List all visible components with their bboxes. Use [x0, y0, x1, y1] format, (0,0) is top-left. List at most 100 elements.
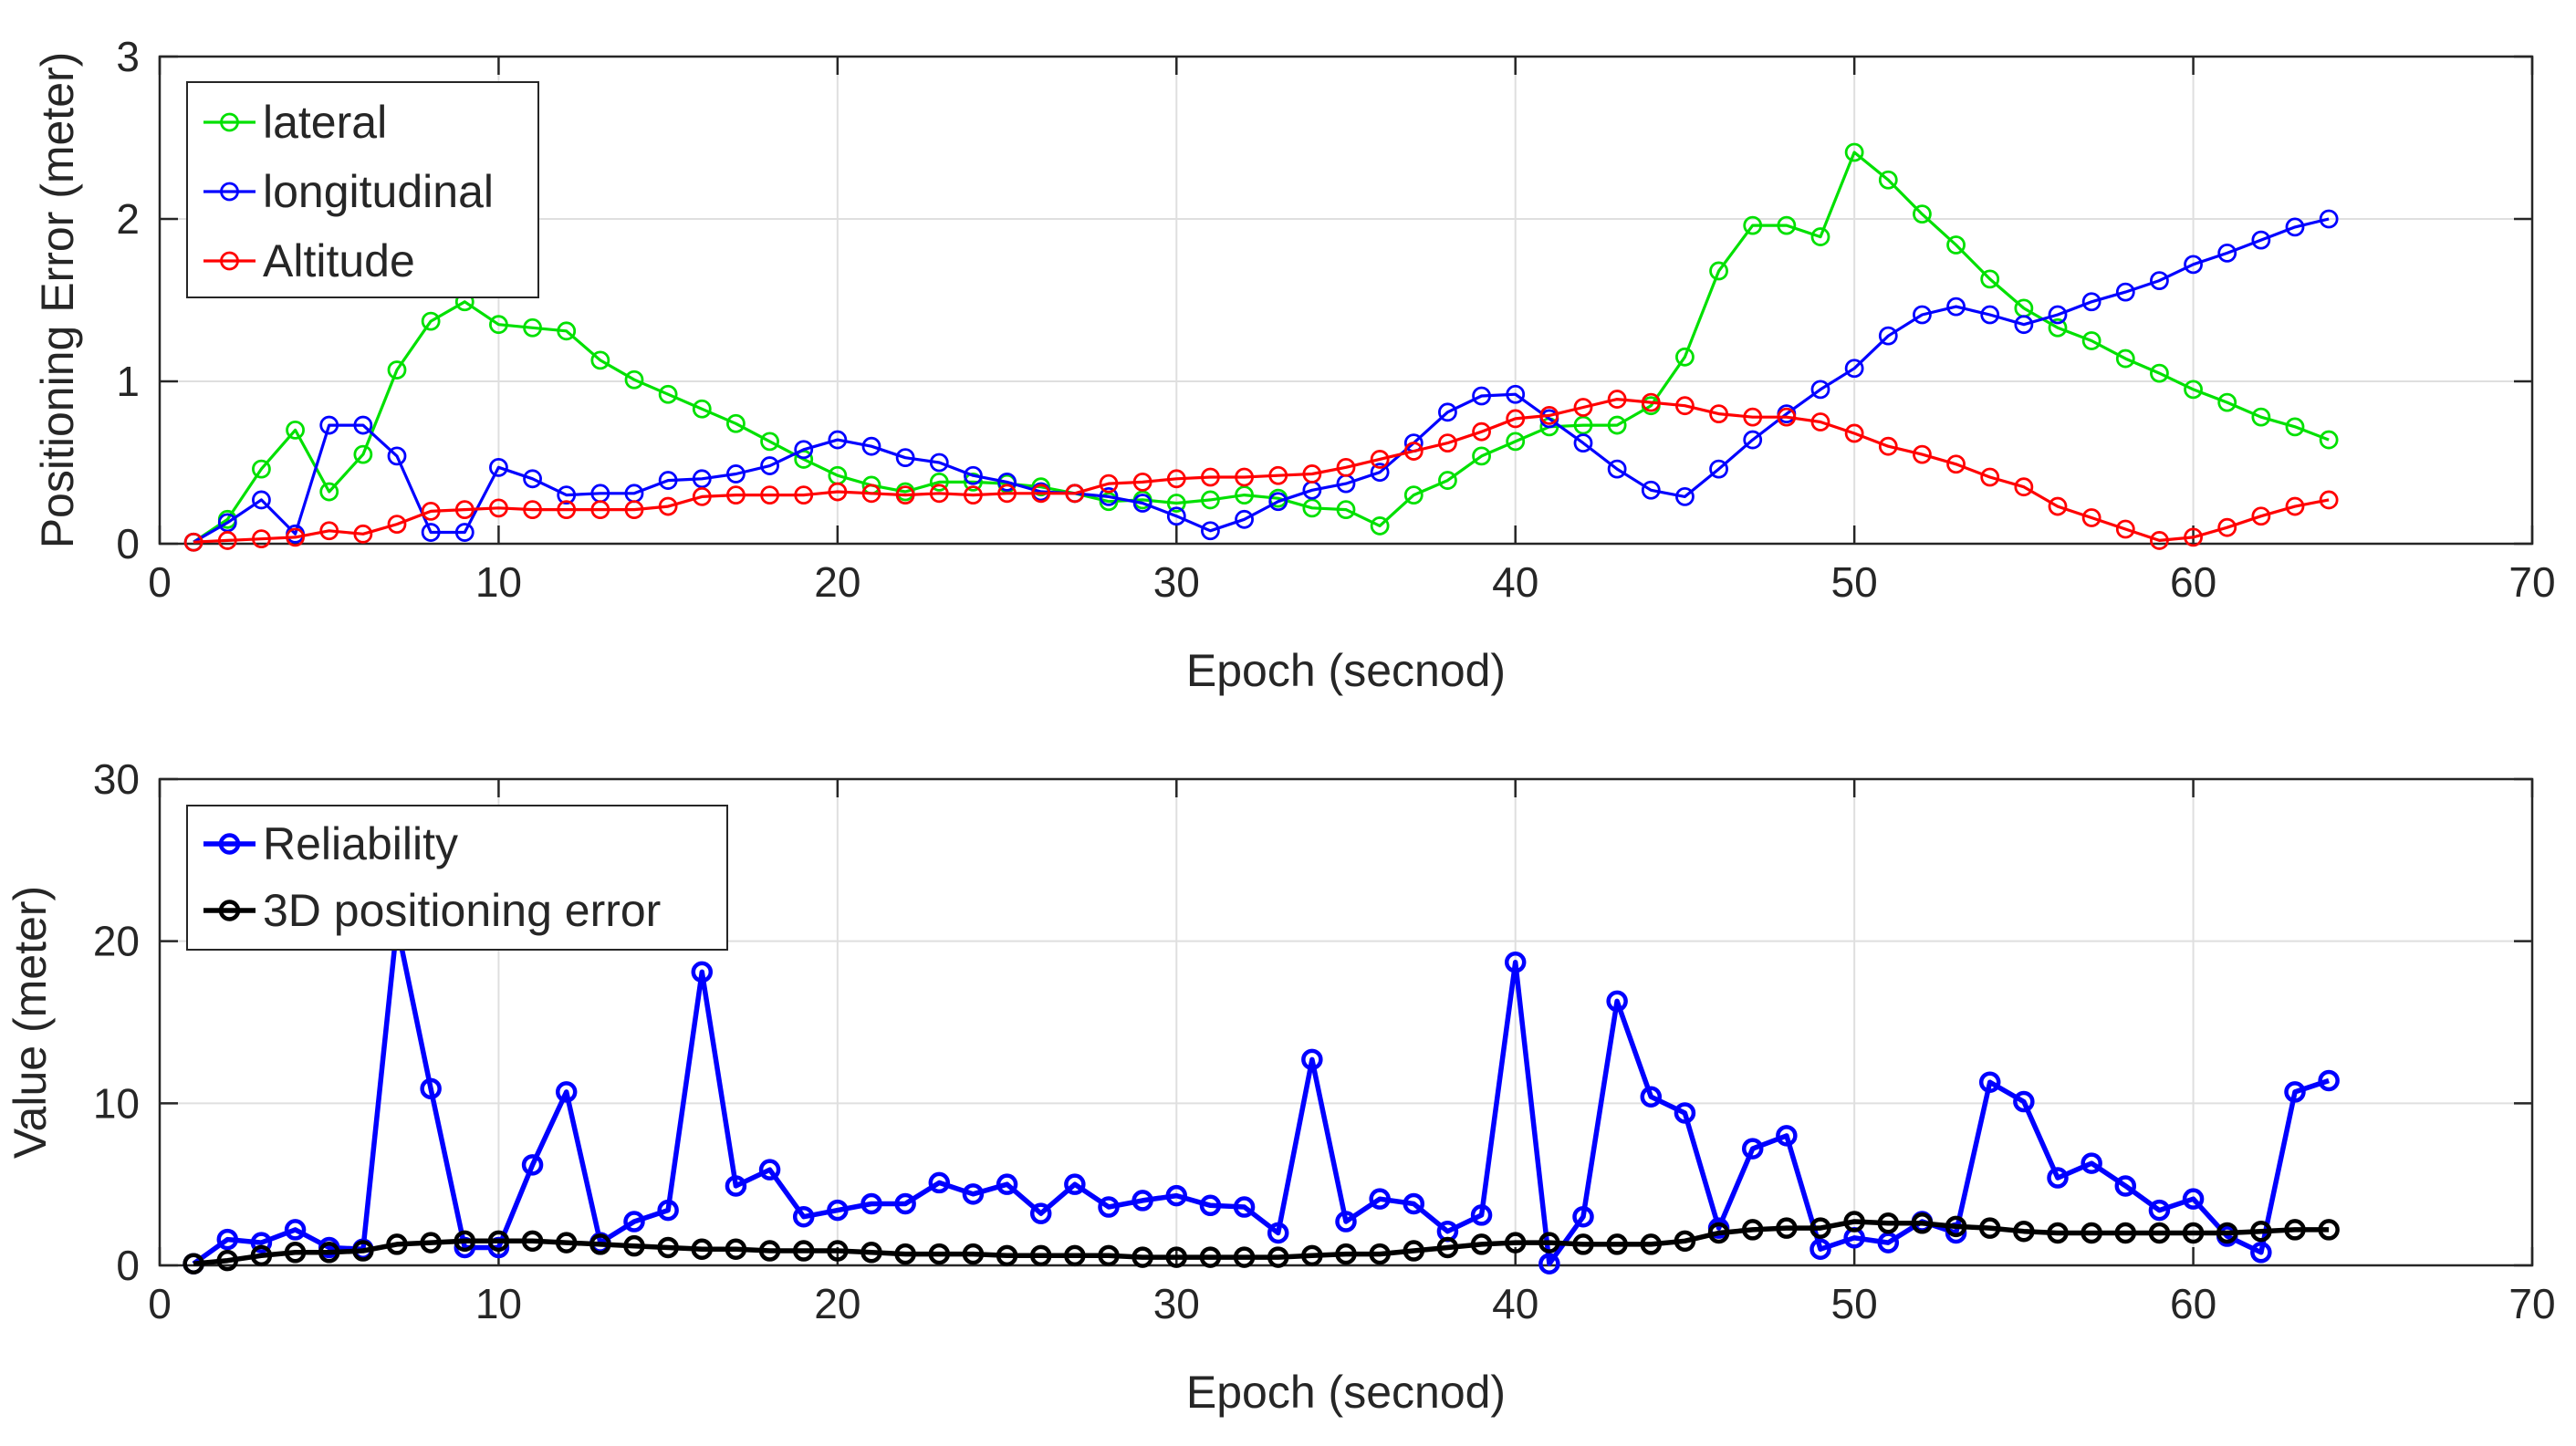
bottom-data-point-3d-positioning-error [1674, 1230, 1696, 1253]
top-data-point-lateral [692, 399, 712, 419]
bottom-data-point-reliability [1029, 1202, 1052, 1224]
bottom-data-point-reliability [2284, 1081, 2306, 1103]
top-data-point-lateral [624, 369, 644, 390]
top-data-point-lateral [489, 315, 508, 335]
top-data-point-altitude [1506, 409, 1526, 429]
top-data-point-lateral [1099, 492, 1119, 512]
bottom-data-point-reliability [2047, 1167, 2069, 1189]
top-data-point-altitude [1607, 390, 1627, 409]
top-series-line-lateral [193, 151, 2330, 544]
top-data-point-longitudinal [997, 472, 1017, 492]
top-data-point-altitude [1675, 396, 1695, 416]
bottom-data-point-reliability [2250, 1242, 2272, 1264]
bottom-data-point-3d-positioning-error [2148, 1222, 2171, 1244]
bottom-data-point-3d-positioning-error [1199, 1246, 1222, 1268]
bottom-legend-marker-3d-positioning-error [218, 900, 241, 921]
top-data-point-lateral [1235, 485, 1254, 505]
bottom-data-point-reliability [1267, 1222, 1289, 1244]
top-data-point-longitudinal [1201, 521, 1220, 541]
top-data-point-altitude [2150, 531, 2169, 550]
bottom-data-point-3d-positioning-error [1504, 1232, 1527, 1254]
bottom-data-point-3d-positioning-error [962, 1243, 985, 1265]
top-data-point-altitude [2251, 506, 2271, 526]
top-data-point-lateral [1370, 516, 1390, 536]
bottom-x-tick-label: 70 [2508, 1280, 2555, 1327]
top-legend-label-longitudinal: longitudinal [263, 166, 494, 217]
top-data-point-longitudinal [1099, 486, 1119, 506]
bottom-x-tick-label: 50 [1831, 1280, 1878, 1327]
bottom-legend-marker-reliability [218, 833, 241, 855]
bottom-data-point-reliability [691, 961, 714, 983]
top-data-point-longitudinal [2014, 315, 2034, 335]
bottom-data-point-reliability [216, 1228, 239, 1251]
top-data-point-lateral [1810, 227, 1830, 246]
top-data-point-altitude [1810, 412, 1830, 432]
top-data-point-lateral [2251, 407, 2271, 427]
top-data-point-longitudinal [1607, 459, 1627, 479]
top-data-point-lateral [387, 360, 407, 380]
top-data-point-altitude [1268, 465, 1288, 485]
top-x-tick-label: 40 [1492, 558, 1538, 606]
top-data-point-lateral [964, 472, 983, 492]
bottom-data-point-reliability [555, 1081, 578, 1103]
top-data-point-longitudinal [1573, 433, 1593, 453]
top-data-point-longitudinal [1506, 384, 1526, 404]
bottom-data-point-3d-positioning-error [1436, 1236, 1459, 1259]
bottom-data-point-3d-positioning-error [2047, 1222, 2069, 1244]
bottom-data-point-reliability [1809, 1238, 1831, 1260]
top-data-point-lateral [1403, 485, 1424, 505]
bottom-data-point-reliability [1504, 952, 1527, 973]
bottom-data-point-reliability [1538, 1253, 1560, 1274]
top-y-tick-label: 3 [116, 33, 140, 80]
top-data-point-lateral [658, 384, 678, 404]
top-data-point-longitudinal [1743, 430, 1763, 450]
bottom-data-point-reliability [1978, 1071, 2001, 1093]
bottom-data-point-reliability [1199, 1194, 1222, 1217]
top-data-point-lateral [319, 482, 339, 502]
top-data-point-lateral [1777, 215, 1797, 235]
top-data-point-altitude [726, 485, 746, 505]
top-data-point-longitudinal [964, 465, 983, 485]
bottom-data-point-3d-positioning-error [454, 1230, 476, 1253]
top-data-point-lateral [2285, 417, 2305, 437]
bottom-data-point-reliability [1098, 1196, 1120, 1218]
bottom-data-point-3d-positioning-error [1301, 1244, 1323, 1267]
top-x-tick-label: 20 [814, 558, 860, 606]
top-data-point-lateral [1302, 498, 1322, 518]
bottom-data-point-3d-positioning-error [2284, 1219, 2306, 1241]
bottom-data-point-3d-positioning-error [1538, 1232, 1560, 1254]
bottom-data-point-3d-positioning-error [996, 1244, 1018, 1267]
top-data-point-longitudinal [692, 469, 712, 489]
top-data-point-longitudinal [1878, 326, 1898, 346]
bottom-data-point-3d-positioning-error [1403, 1240, 1425, 1262]
bottom-data-point-3d-positioning-error [2013, 1220, 2035, 1243]
bottom-data-point-reliability [758, 1159, 781, 1181]
bottom-x-tick-label: 0 [148, 1280, 172, 1327]
bottom-data-point-reliability [792, 1205, 815, 1228]
bottom-data-point-reliability [2013, 1090, 2035, 1113]
bottom-data-point-3d-positioning-error [352, 1240, 374, 1262]
top-data-point-lateral [2048, 317, 2068, 338]
bottom-data-point-3d-positioning-error [2318, 1219, 2340, 1241]
bottom-data-point-3d-positioning-error [827, 1240, 849, 1262]
bottom-data-point-reliability [521, 1154, 544, 1176]
top-data-point-longitudinal [1810, 380, 1830, 400]
top-data-point-altitude [1539, 405, 1559, 425]
top-data-point-longitudinal [1472, 386, 1491, 406]
top-data-point-altitude [1438, 433, 1457, 453]
bottom-data-point-3d-positioning-error [2182, 1222, 2205, 1244]
bottom-data-point-reliability [1233, 1196, 1256, 1218]
top-data-point-lateral [286, 420, 305, 440]
top-data-point-longitudinal [895, 448, 915, 468]
bottom-data-point-reliability [996, 1173, 1018, 1195]
top-data-point-longitudinal [1641, 480, 1661, 500]
top-data-point-longitudinal [1709, 459, 1728, 479]
bottom-data-point-3d-positioning-error [250, 1244, 273, 1267]
bottom-data-point-3d-positioning-error [1945, 1215, 1967, 1238]
top-data-point-altitude [2285, 496, 2305, 516]
bottom-data-point-3d-positioning-error [1572, 1233, 1594, 1255]
top-data-point-altitude [523, 500, 542, 520]
bottom-data-point-3d-positioning-error [1233, 1246, 1256, 1268]
top-data-point-altitude [2319, 490, 2339, 510]
